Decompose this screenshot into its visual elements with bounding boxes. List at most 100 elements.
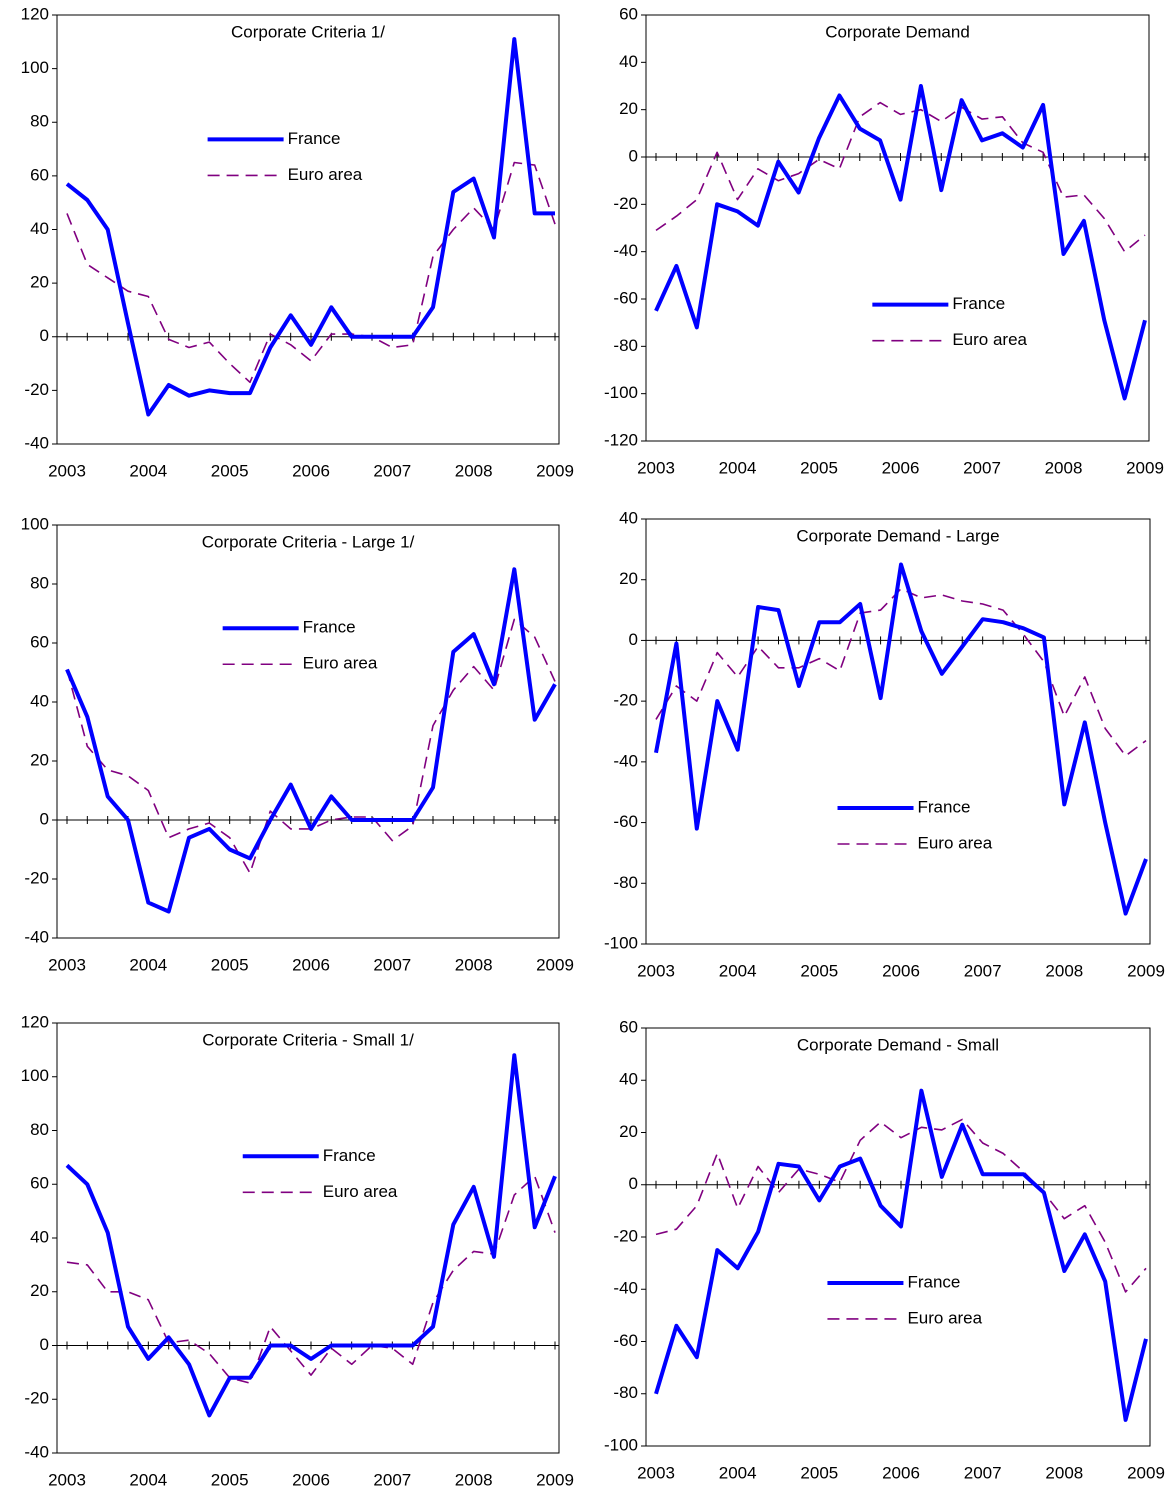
y-tick-label: 40 <box>30 219 49 238</box>
legend-label: France <box>952 294 1005 313</box>
x-tick-label: 2005 <box>800 1463 838 1482</box>
y-tick-label: 80 <box>30 1120 49 1139</box>
x-tick-label: 2003 <box>48 461 86 480</box>
x-tick-label: 2005 <box>211 461 249 480</box>
line-series <box>654 84 1147 401</box>
y-tick-label: 0 <box>40 1335 49 1354</box>
x-tick-label: 2006 <box>882 1463 920 1482</box>
legend-label: Euro area <box>323 1182 398 1201</box>
x-tick-label: 2008 <box>455 1470 493 1489</box>
y-tick-label: 100 <box>21 58 49 77</box>
y-tick-label: 40 <box>619 508 638 527</box>
y-tick-label: 0 <box>40 809 49 828</box>
y-tick-label: 100 <box>21 1066 49 1085</box>
x-tick-label: 2007 <box>373 955 411 974</box>
legend-label: France <box>907 1272 960 1291</box>
x-tick-label: 2005 <box>800 458 838 477</box>
y-tick-label: -60 <box>613 1331 638 1350</box>
y-tick-label: -40 <box>613 241 638 260</box>
x-tick-label: 2004 <box>129 1470 167 1489</box>
x-tick-label: 2008 <box>455 955 493 974</box>
line-series <box>655 1118 1147 1293</box>
line-series <box>65 37 555 417</box>
y-tick-label: 60 <box>30 165 49 184</box>
line-series <box>66 618 556 874</box>
y-tick-label: -20 <box>613 1226 638 1245</box>
plot-area <box>56 14 560 445</box>
line-series <box>655 101 1146 253</box>
line-series <box>65 567 557 914</box>
y-tick-label: -80 <box>613 1383 638 1402</box>
y-tick-label: -20 <box>613 691 638 710</box>
legend-label: Euro area <box>918 833 993 852</box>
legend-label: France <box>288 129 341 148</box>
y-tick-label: 80 <box>30 112 49 131</box>
plot-area <box>56 524 560 939</box>
chart: Corporate Demand - Large -100 -80 -60 -40 -20… <box>604 508 1165 980</box>
legend-label: France <box>303 618 356 637</box>
x-tick-label: 2006 <box>292 461 330 480</box>
plot-area <box>645 14 1150 442</box>
plot-area <box>645 518 1151 945</box>
y-tick-label: 0 <box>629 1174 638 1193</box>
x-tick-label: 2008 <box>455 461 493 480</box>
x-tick-label: 2005 <box>211 1470 249 1489</box>
y-tick-label: -40 <box>24 927 49 946</box>
chart-title: Corporate Demand - Small <box>797 1035 999 1054</box>
legend-label: France <box>918 797 971 816</box>
y-tick-label: 60 <box>30 632 49 651</box>
chart: Corporate Criteria 1/ -40 -20 0 20 40 60 80 100 1… <box>21 4 574 480</box>
chart: Corporate Criteria - Large 1/ -40 -20 0 20 40… <box>21 514 574 974</box>
x-tick-label: 2007 <box>964 1463 1002 1482</box>
x-tick-label: 2007 <box>963 458 1001 477</box>
legend-label: France <box>323 1146 376 1165</box>
y-tick-label: 120 <box>21 1012 49 1031</box>
y-tick-label: -100 <box>604 1435 638 1454</box>
x-tick-label: 2003 <box>48 1470 86 1489</box>
y-tick-label: 40 <box>30 1227 49 1246</box>
y-tick-label: -100 <box>604 383 638 402</box>
x-tick-label: 2009 <box>536 461 574 480</box>
chart-title: Corporate Criteria - Small 1/ <box>202 1030 414 1049</box>
chart-title: Corporate Criteria 1/ <box>231 22 385 41</box>
y-tick-label: 0 <box>40 326 49 345</box>
y-tick-label: 20 <box>619 1122 638 1141</box>
y-tick-label: -60 <box>613 288 638 307</box>
x-tick-label: 2004 <box>129 955 167 974</box>
x-tick-label: 2008 <box>1045 1463 1083 1482</box>
x-tick-label: 2003 <box>637 1463 675 1482</box>
x-tick-label: 2003 <box>48 955 86 974</box>
chart-title: Corporate Demand - Large <box>796 526 999 545</box>
x-tick-label: 2009 <box>536 1470 574 1489</box>
y-tick-label: 120 <box>21 4 49 23</box>
x-tick-label: 2009 <box>536 955 574 974</box>
y-tick-label: 0 <box>629 630 638 649</box>
y-tick-label: 20 <box>30 750 49 769</box>
y-tick-label: -40 <box>613 751 638 770</box>
chart: Corporate Demand - Small -100 -80 -60 -40 -20… <box>604 1017 1165 1482</box>
y-tick-label: -20 <box>24 1389 49 1408</box>
line-series <box>654 1088 1148 1422</box>
y-tick-label: -80 <box>613 873 638 892</box>
x-tick-label: 2004 <box>719 1463 757 1482</box>
legend-label: Euro area <box>952 330 1027 349</box>
x-tick-label: 2006 <box>882 458 920 477</box>
legend-label: Euro area <box>303 654 378 673</box>
y-tick-label: -100 <box>604 933 638 952</box>
y-tick-label: 20 <box>30 1281 49 1300</box>
x-tick-label: 2006 <box>292 1470 330 1489</box>
y-tick-label: -40 <box>24 433 49 452</box>
x-tick-label: 2007 <box>964 961 1002 980</box>
x-tick-label: 2008 <box>1045 961 1083 980</box>
y-tick-label: -40 <box>613 1279 638 1298</box>
x-tick-label: 2007 <box>373 1470 411 1489</box>
x-tick-label: 2008 <box>1045 458 1083 477</box>
x-tick-label: 2004 <box>719 961 757 980</box>
x-tick-label: 2009 <box>1127 1463 1165 1482</box>
y-tick-label: 40 <box>619 52 638 71</box>
y-tick-label: 100 <box>21 514 49 533</box>
x-tick-label: 2004 <box>719 458 757 477</box>
y-tick-label: -120 <box>604 430 638 449</box>
x-tick-label: 2007 <box>373 461 411 480</box>
